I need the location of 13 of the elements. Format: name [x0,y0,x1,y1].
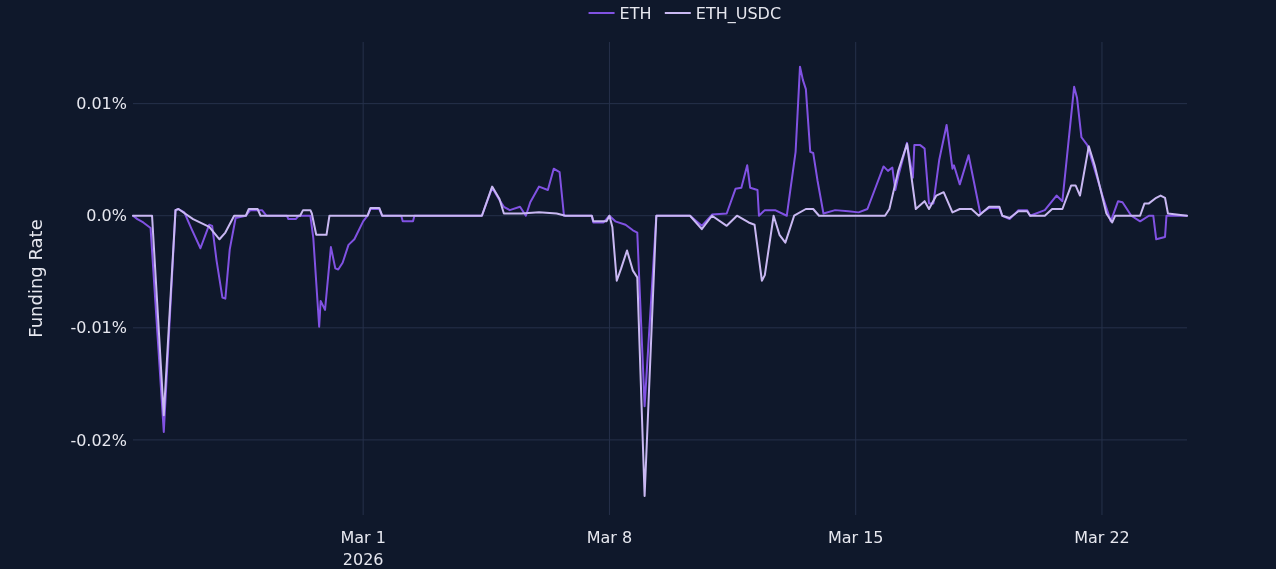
y-tick-label: -0.01% [70,318,127,338]
line-series [132,143,1188,497]
y-tick-label: 0.0% [86,206,127,226]
x-tick-label: Mar 15 [827,528,884,547]
y-axis-title: Funding Rate [25,219,46,338]
x-tick-label: Mar 22 [1074,528,1130,547]
legend-label: ETH [619,3,652,23]
y-tick-label: 0.01% [76,94,127,114]
x-tick-label: Mar 8 [586,528,633,547]
x-tick-label: Mar 1 2026 [340,528,386,569]
y-tick-label: -0.02% [70,430,127,450]
line-series [132,65,1188,434]
legend-label: ETH_USDC [695,3,782,24]
